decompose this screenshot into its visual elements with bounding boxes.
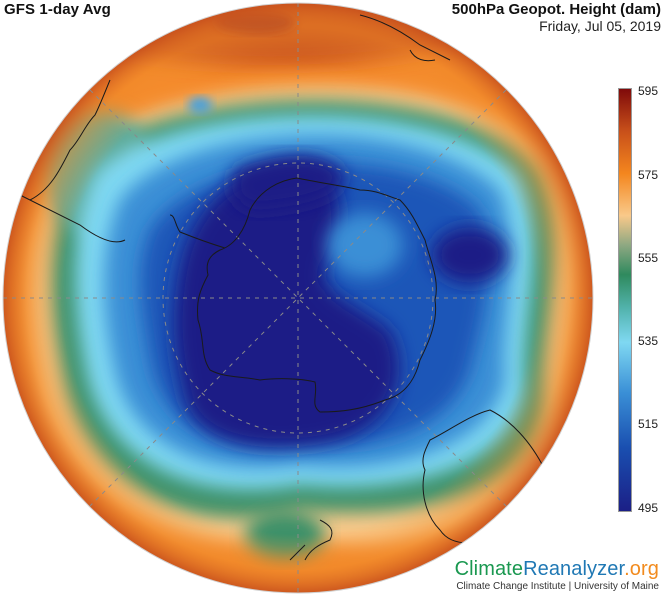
logo-subtitle: Climate Change Institute | University of… (456, 581, 659, 592)
graticule (3, 3, 593, 593)
height-field (3, 3, 593, 593)
colorbar-tick-515: 515 (638, 417, 659, 431)
variable-title: 500hPa Geopot. Height (dam) (451, 1, 661, 18)
colorbar-tick-535: 535 (638, 334, 659, 348)
colorbar-tick-575: 575 (638, 168, 659, 182)
colorbar-tick-495: 495 (638, 501, 659, 515)
globe-outline (2, 2, 594, 594)
colorbar (618, 88, 632, 512)
colorbar-tick-555: 555 (638, 251, 659, 265)
polar-map (2, 2, 594, 594)
logo-brand: ClimateReanalyzer.org (454, 558, 659, 580)
header-right: 500hPa Geopot. Height (dam) Friday, Jul … (452, 1, 661, 35)
model-title: GFS 1-day Avg (4, 1, 111, 18)
colorbar-tick-595: 595 (638, 84, 659, 98)
coastlines (19, 14, 546, 561)
date-label: Friday, Jul 05, 2019 (539, 18, 661, 34)
climate-reanalyzer-logo: ClimateReanalyzer.org Climate Change Ins… (455, 558, 659, 593)
